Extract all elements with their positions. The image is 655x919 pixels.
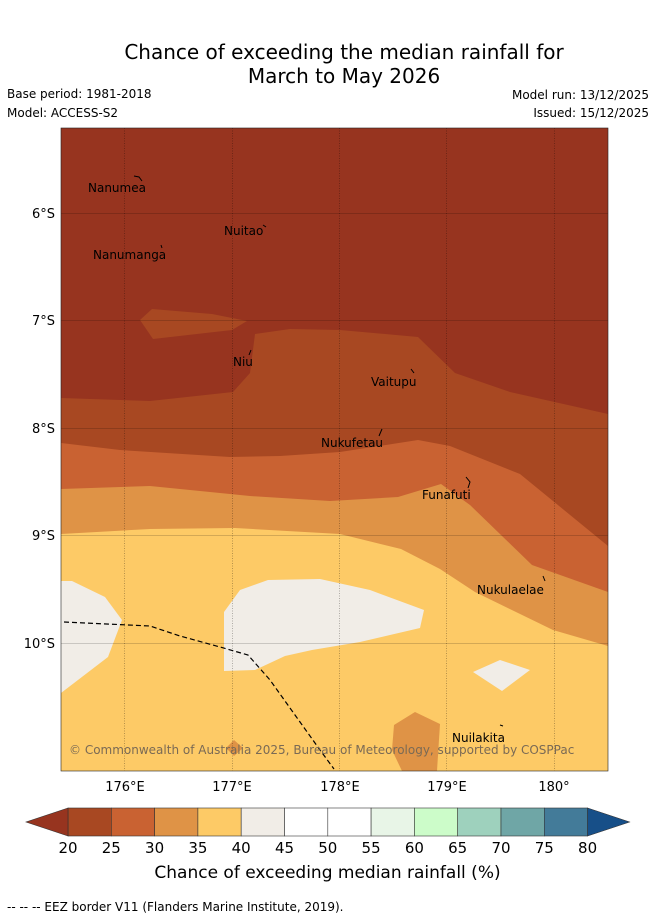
- colorbar-tick-label: 40: [232, 839, 251, 857]
- place-nukulaelae: Nukulaelae: [477, 583, 544, 597]
- colorbar-tick-label: 80: [578, 839, 597, 857]
- place-funafuti: Funafuti: [422, 488, 471, 502]
- band-40-45-east: [473, 660, 530, 691]
- colorbar-segment: [543, 807, 588, 837]
- eez-legend: -- -- -- EEZ border V11 (Flanders Marine…: [7, 900, 344, 914]
- place-nuilakita: Nuilakita: [452, 731, 505, 745]
- place-nanumea: Nanumea: [88, 181, 146, 195]
- lat-label-10: 10°S: [24, 637, 55, 652]
- issued-date: Issued: 15/12/2025: [533, 106, 649, 120]
- model-name: Model: ACCESS-S2: [7, 106, 119, 120]
- map-area: Nanumea Nuitao Nanumanga Niu Vaitupu Nuk…: [61, 128, 608, 771]
- colorbar-segment: [457, 807, 502, 837]
- lat-label-9: 9°S: [32, 529, 55, 544]
- colorbar-over-arrow: [587, 807, 631, 837]
- colorbar-tick-label: 35: [188, 839, 207, 857]
- band-35-40: [61, 528, 608, 771]
- model-run: Model run: 13/12/2025: [511, 88, 649, 102]
- lon-label-178: 178°E: [320, 780, 360, 795]
- place-labels: Nanumea Nuitao Nanumanga Niu Vaitupu Nuk…: [88, 181, 544, 745]
- copyright-text: © Commonwealth of Australia 2025, Bureau…: [69, 743, 574, 757]
- colorbar-segment: [111, 807, 155, 837]
- lat-gridlines: [61, 213, 608, 644]
- lat-label-8: 8°S: [32, 422, 55, 437]
- colorbar-segment: [500, 807, 545, 837]
- colorbar-tick-label: 45: [275, 839, 294, 857]
- eez-border: [63, 621, 335, 770]
- place-niu: Niu: [233, 355, 253, 369]
- lon-label-176: 176°E: [105, 780, 145, 795]
- place-nukufetau: Nukufetau: [321, 436, 383, 450]
- colorbar-segment: [67, 807, 112, 837]
- colorbar-segment: [154, 807, 199, 837]
- colorbar-tick-label: 25: [102, 839, 121, 857]
- colorbar-under-arrow: [25, 807, 69, 837]
- band-30-35-south-small: [226, 740, 243, 756]
- colorbar-tick-label: 55: [362, 839, 381, 857]
- colorbar-tick-label: 50: [318, 839, 337, 857]
- title-line-1: Chance of exceeding the median rainfall …: [124, 40, 564, 64]
- lon-label-180: 180°: [538, 780, 569, 795]
- lon-label-177: 177°E: [212, 780, 252, 795]
- colorbar-tick-label: 20: [58, 839, 77, 857]
- colorbar: 20 25 30 35 40 45 50 55 60 65 70 75 80: [25, 807, 631, 857]
- band-30-35-south: [392, 712, 440, 771]
- lat-label-7: 7°S: [32, 314, 55, 329]
- place-nuitao: Nuitao: [224, 224, 263, 238]
- island-outlines: [133, 175, 546, 727]
- band-40-45-west: [61, 581, 122, 693]
- lat-axis: 6°S 7°S 8°S 9°S 10°S: [24, 207, 55, 652]
- title-line-2: March to May 2026: [247, 64, 441, 88]
- base-period: Base period: 1981-2018: [7, 87, 152, 101]
- colorbar-tick-label: 75: [535, 839, 554, 857]
- lat-label-6: 6°S: [32, 207, 55, 222]
- lon-gridlines: [124, 128, 555, 771]
- band-40-45-center: [224, 579, 424, 671]
- colorbar-label: Chance of exceeding median rainfall (%): [154, 863, 501, 883]
- colorbar-tick-label: 60: [405, 839, 424, 857]
- colorbar-tick-label: 30: [145, 839, 164, 857]
- colorbar-segment: [240, 807, 285, 837]
- colorbar-segment: [197, 807, 242, 837]
- place-nanumanga: Nanumanga: [93, 248, 166, 262]
- place-vaitupu: Vaitupu: [371, 375, 417, 389]
- colorbar-segment: [327, 807, 372, 837]
- colorbar-segment: [414, 807, 458, 837]
- colorbar-tick-label: 70: [491, 839, 510, 857]
- band-20-25-patch: [140, 309, 247, 339]
- colorbar-tick-label: 65: [448, 839, 467, 857]
- chart-title: Chance of exceeding the median rainfall …: [0, 40, 655, 88]
- map-frame: [60, 127, 609, 772]
- lon-axis: 176°E 177°E 178°E 179°E 180°: [105, 780, 569, 795]
- colorbar-segment: [284, 807, 329, 837]
- colorbar-segment: [370, 807, 415, 837]
- lon-label-179: 179°E: [427, 780, 467, 795]
